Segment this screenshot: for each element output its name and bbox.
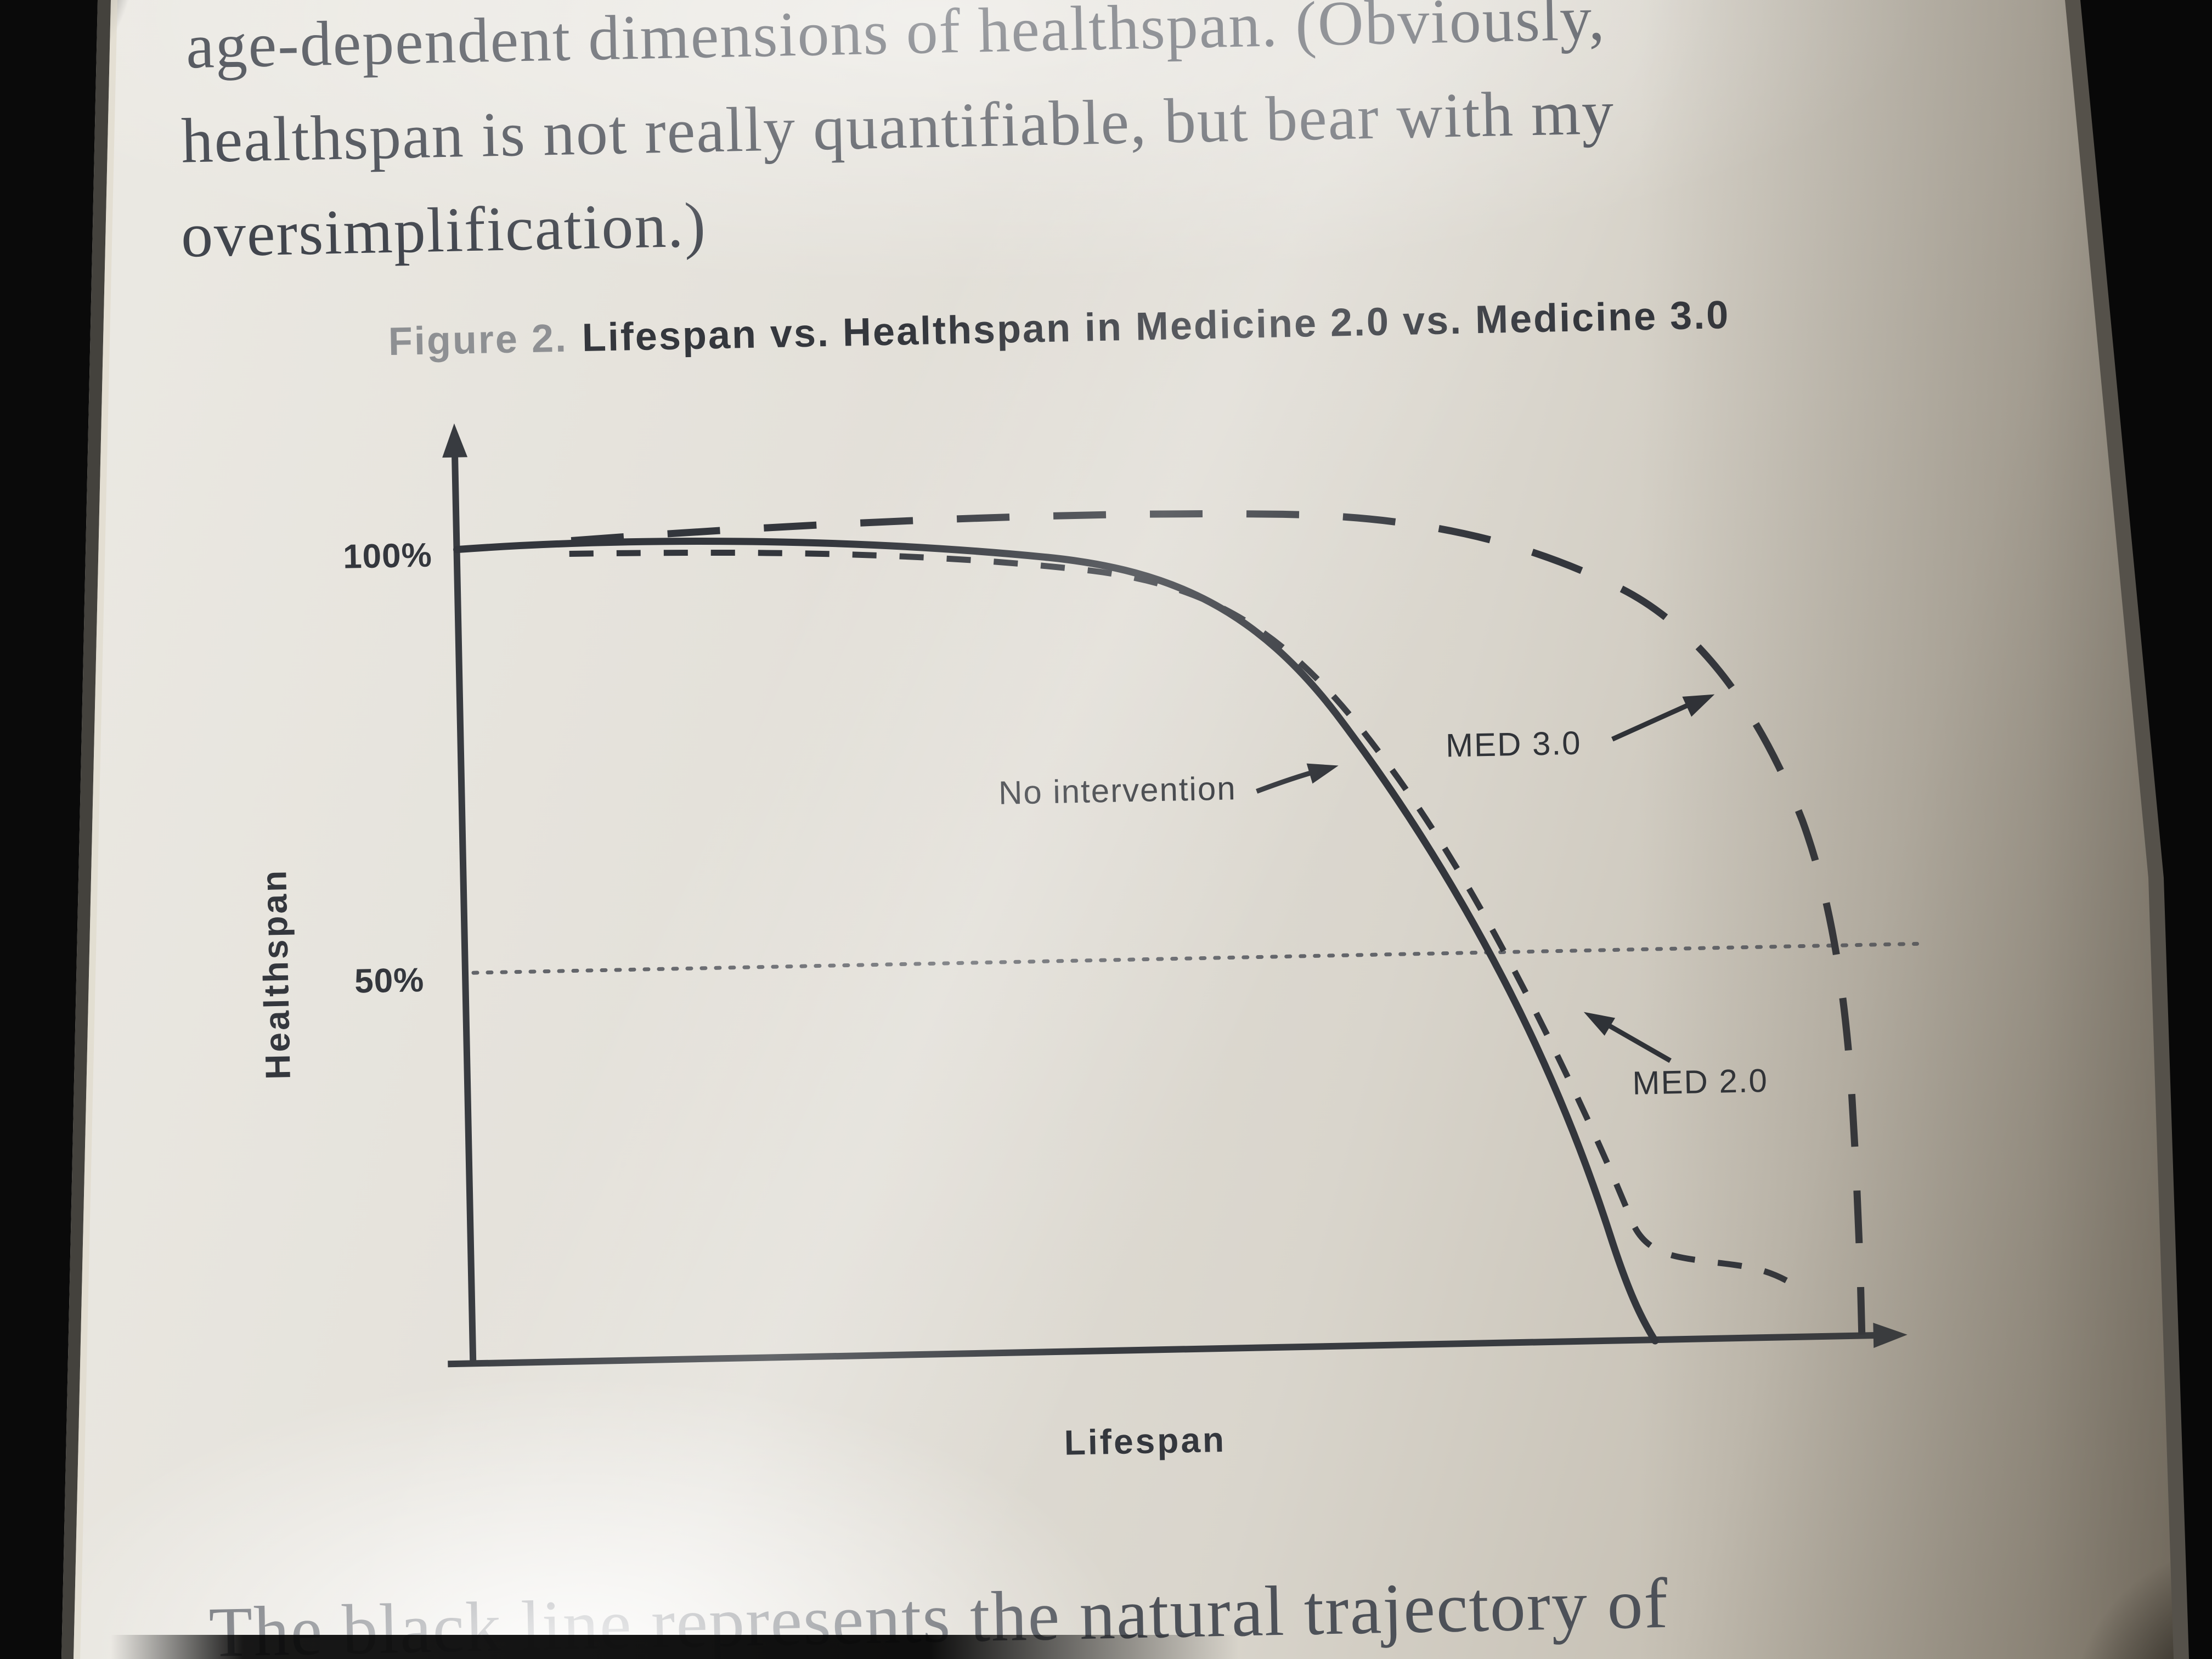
ereader-screen: age-dependent dimensions of healthspan. … bbox=[0, 0, 2212, 1659]
bottom-right-corner-shadow bbox=[0, 0, 2212, 1659]
photo-frame: age-dependent dimensions of healthspan. … bbox=[0, 0, 2212, 1659]
